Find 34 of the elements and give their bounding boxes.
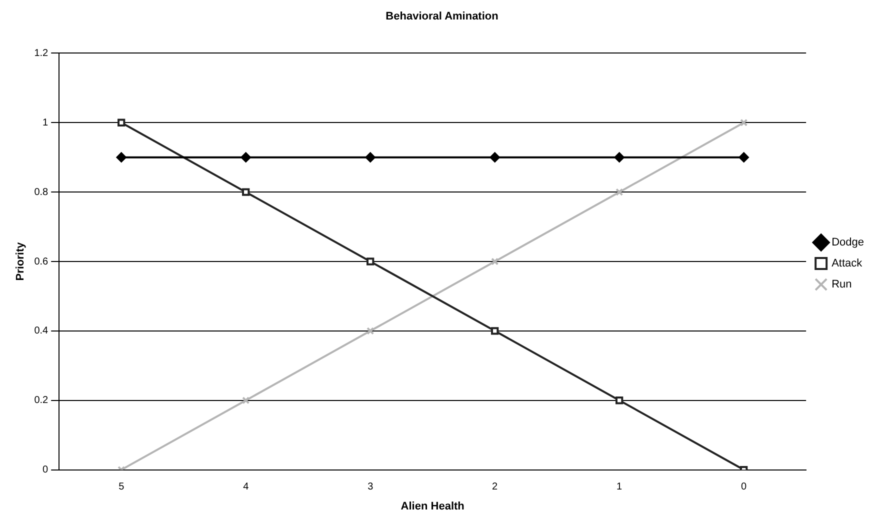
point [614, 152, 624, 162]
point [365, 152, 376, 162]
y-tick-label: 0.2 [34, 395, 49, 406]
y-tick-label: 0.4 [34, 326, 49, 337]
point [490, 152, 500, 162]
y-axis-title: Priority [14, 241, 27, 281]
point [491, 327, 499, 335]
x-tick-label: 0 [741, 482, 748, 493]
point [242, 188, 250, 196]
point [118, 118, 126, 126]
y-tick-label: 0 [42, 464, 49, 476]
legend-label: Dodge [832, 236, 864, 249]
legend-label: Attack [832, 258, 863, 270]
x-axis-title: Alien Health [400, 500, 465, 512]
point [116, 152, 126, 162]
y-tick-label: 0.8 [34, 186, 49, 198]
x-tick-label: 4 [243, 482, 250, 493]
x-tick-label: 2 [492, 482, 498, 493]
y-tick-label: 0.6 [34, 256, 49, 268]
x-tick-label: 1 [616, 482, 623, 493]
point [240, 152, 251, 162]
point [366, 258, 374, 266]
point [242, 396, 250, 404]
point [738, 152, 749, 162]
y-tick-label: 1 [42, 117, 49, 128]
x-tick-label: 5 [118, 482, 125, 493]
point [491, 258, 499, 266]
point [616, 188, 624, 196]
y-tick-label: 1.2 [34, 48, 49, 59]
legend-label: Run [832, 278, 852, 291]
x-tick-label: 3 [368, 482, 374, 493]
point [366, 327, 374, 335]
point [616, 396, 624, 404]
chart-title: Behavioral Amination [386, 10, 499, 23]
